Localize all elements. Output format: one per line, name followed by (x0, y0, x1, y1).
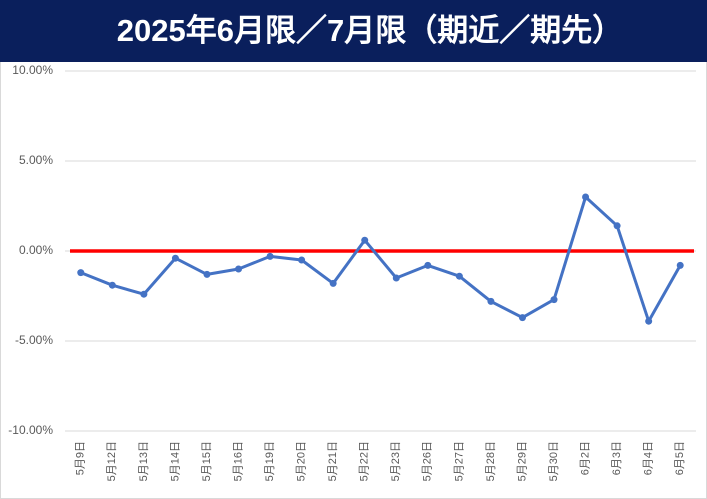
point (550, 296, 558, 304)
x-tick-label: 5月20日 (296, 441, 308, 481)
x-tick-label: 5月22日 (359, 441, 371, 481)
x-tick-label: 5月19日 (264, 441, 276, 481)
point (455, 272, 463, 280)
y-tick-label: 0.00% (19, 243, 53, 257)
chart-title: 2025年6月限／7月限（期近／期先） (117, 13, 623, 48)
x-tick-label: 5月9日 (75, 441, 87, 475)
point (424, 261, 432, 269)
x-tick-label: 5月27日 (453, 441, 465, 481)
x-tick-label: 6月3日 (611, 441, 623, 475)
point (140, 290, 148, 298)
x-tick-label: 5月12日 (106, 441, 118, 481)
x-tick-label: 5月13日 (138, 441, 150, 481)
y-tick-label: -10.00% (8, 423, 53, 437)
x-tick-label: 5月29日 (516, 441, 528, 481)
point (645, 317, 653, 325)
series-line (80, 195, 682, 323)
point (171, 254, 179, 262)
point (329, 279, 337, 287)
point (392, 274, 400, 282)
point (108, 281, 116, 289)
y-tick-label: 5.00% (19, 153, 53, 167)
title-band (0, 0, 707, 62)
x-tick-label: 5月30日 (548, 441, 560, 481)
x-tick-label: 5月28日 (485, 441, 497, 481)
y-tick-label: 10.00% (12, 63, 53, 77)
x-tick-label: 5月23日 (390, 441, 402, 481)
point (487, 297, 495, 305)
x-tick-label: 5月16日 (232, 441, 244, 481)
point (361, 236, 369, 244)
x-tick-label: 5月15日 (201, 441, 213, 481)
x-tick-label: 5月14日 (169, 441, 181, 481)
point (266, 252, 274, 260)
point (676, 261, 684, 269)
x-tick-label: 6月2日 (579, 441, 591, 475)
point (235, 265, 243, 273)
point (582, 193, 590, 201)
point (613, 222, 621, 230)
y-tick-label: -5.00% (15, 333, 53, 347)
x-tick-label: 5月26日 (422, 441, 434, 481)
point (77, 269, 85, 277)
x-tick-label: 6月5日 (674, 441, 686, 475)
point (203, 270, 211, 278)
point (298, 256, 306, 264)
x-tick-label: 6月4日 (643, 441, 655, 475)
x-tick-label: 5月21日 (327, 441, 339, 481)
point (518, 314, 526, 322)
